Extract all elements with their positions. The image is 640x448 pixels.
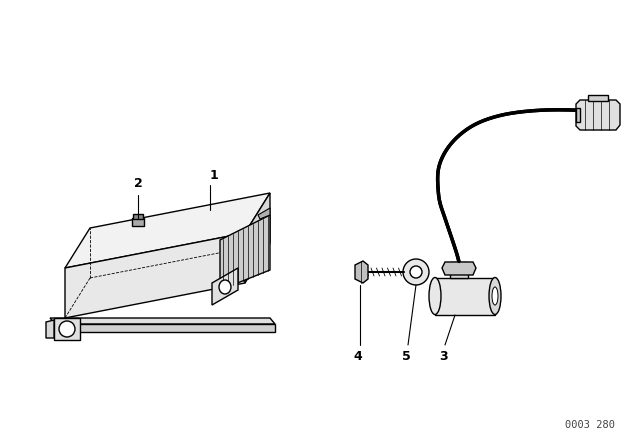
- Polygon shape: [576, 100, 620, 130]
- Text: 4: 4: [354, 350, 362, 363]
- Polygon shape: [50, 318, 275, 324]
- Polygon shape: [212, 268, 238, 305]
- Text: 5: 5: [402, 350, 410, 363]
- Polygon shape: [65, 233, 245, 318]
- Polygon shape: [220, 215, 270, 290]
- Polygon shape: [576, 108, 580, 122]
- Polygon shape: [450, 262, 468, 278]
- Polygon shape: [442, 262, 476, 275]
- Ellipse shape: [219, 280, 231, 294]
- Text: 2: 2: [134, 177, 142, 190]
- Ellipse shape: [489, 277, 501, 314]
- Polygon shape: [245, 193, 270, 283]
- Polygon shape: [435, 278, 495, 315]
- Polygon shape: [355, 261, 368, 283]
- Polygon shape: [65, 193, 270, 268]
- Polygon shape: [258, 208, 270, 219]
- Polygon shape: [588, 95, 608, 101]
- Ellipse shape: [429, 277, 441, 314]
- Polygon shape: [55, 324, 275, 332]
- Text: 0003 280: 0003 280: [565, 420, 615, 430]
- FancyBboxPatch shape: [132, 218, 144, 226]
- Text: 3: 3: [438, 350, 447, 363]
- Polygon shape: [46, 320, 54, 338]
- Polygon shape: [54, 318, 80, 340]
- Circle shape: [59, 321, 75, 337]
- Circle shape: [410, 266, 422, 278]
- Text: 1: 1: [210, 169, 218, 182]
- Ellipse shape: [492, 287, 498, 305]
- Circle shape: [403, 259, 429, 285]
- FancyBboxPatch shape: [133, 214, 143, 219]
